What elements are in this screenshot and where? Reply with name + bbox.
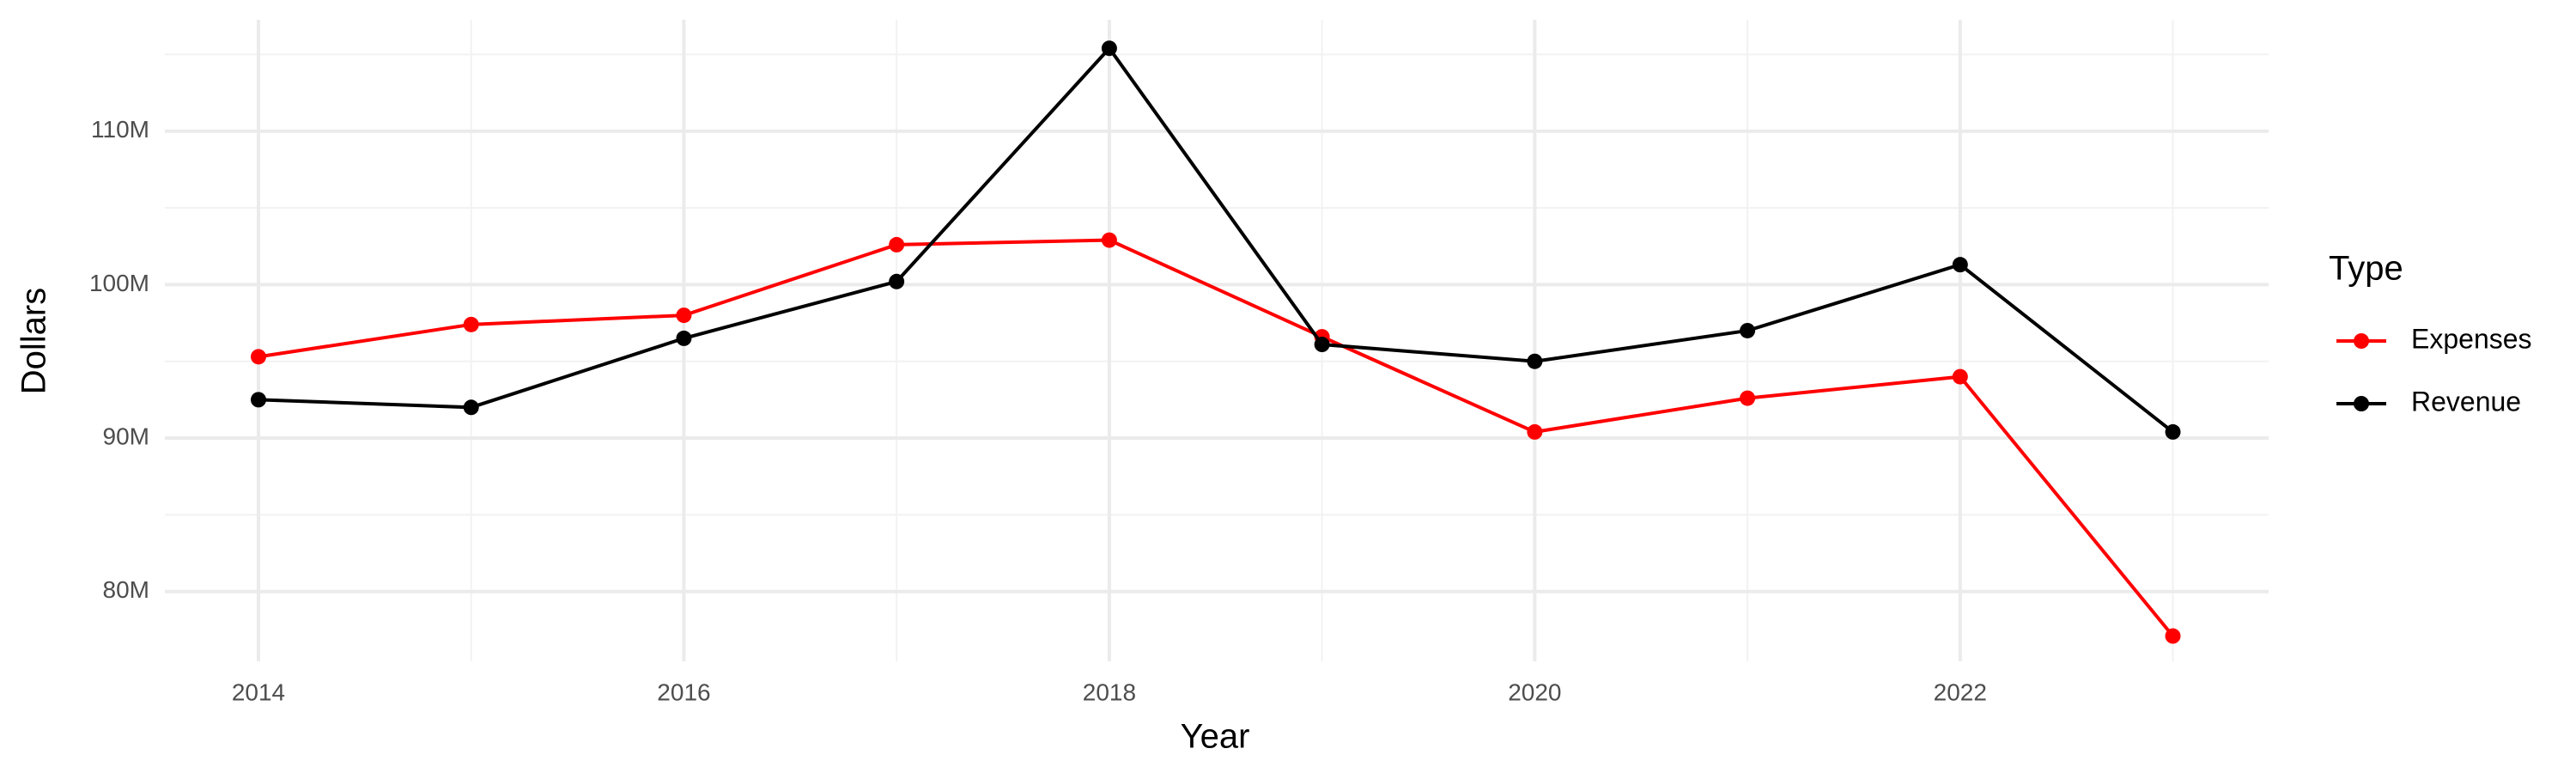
- legend-label: Expenses: [2411, 323, 2532, 354]
- y-axis-title: Dollars: [15, 288, 53, 394]
- point: [1740, 322, 1756, 338]
- point: [1952, 257, 1968, 273]
- point: [1527, 423, 1543, 440]
- point: [2165, 628, 2181, 644]
- point: [1101, 40, 1117, 57]
- x-tick-label: 2022: [1934, 679, 1987, 705]
- x-tick-label: 2014: [232, 679, 285, 705]
- point: [1952, 368, 1968, 385]
- legend-key: [2354, 396, 2369, 411]
- point: [250, 349, 266, 365]
- line: [258, 238, 2175, 637]
- point: [676, 307, 692, 324]
- point: [463, 399, 479, 416]
- point: [2165, 423, 2181, 440]
- point: [250, 392, 266, 408]
- point: [889, 273, 905, 289]
- x-axis-title: Year: [1181, 718, 1250, 756]
- y-tick-label: 100M: [89, 270, 149, 296]
- point: [1101, 232, 1117, 248]
- point: [1740, 390, 1756, 406]
- legend-key: [2354, 333, 2369, 349]
- x-tick-label: 2020: [1508, 679, 1561, 705]
- x-tick-label: 2018: [1083, 679, 1136, 705]
- y-tick-label: 110M: [91, 116, 149, 143]
- point: [1527, 353, 1543, 369]
- legend-title: Type: [2329, 250, 2403, 288]
- legend-label: Revenue: [2411, 386, 2521, 417]
- point: [889, 236, 905, 253]
- y-tick-label: 90M: [103, 423, 149, 449]
- line: [258, 46, 2174, 434]
- point: [1314, 337, 1330, 353]
- y-tick-label: 80M: [103, 576, 149, 603]
- point: [676, 330, 692, 346]
- x-tick-label: 2016: [657, 679, 710, 705]
- point: [463, 316, 479, 332]
